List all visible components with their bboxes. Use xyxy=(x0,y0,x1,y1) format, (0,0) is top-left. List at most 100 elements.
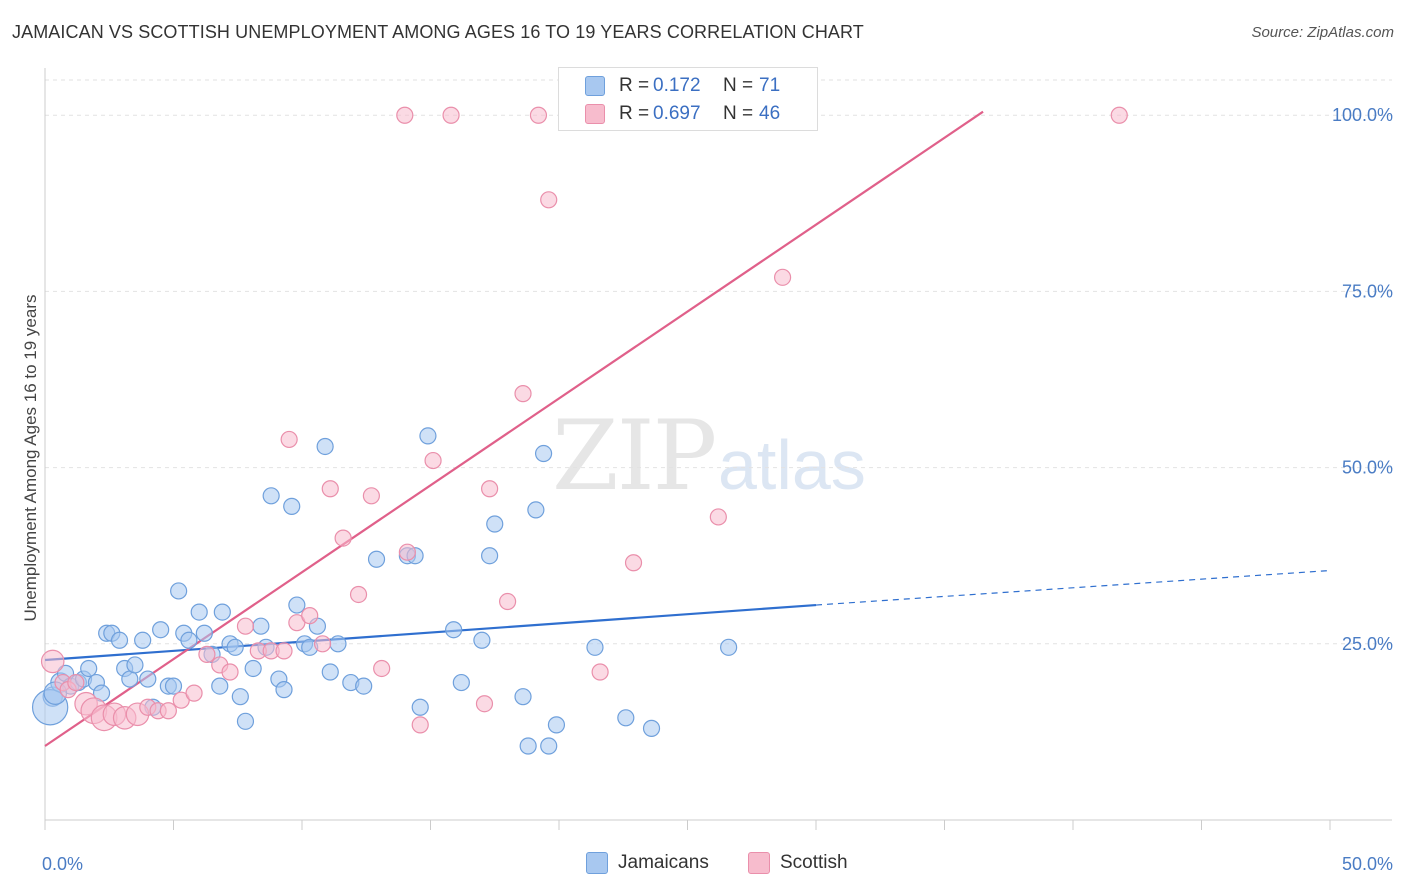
scottish-point xyxy=(1110,106,1128,124)
jamaicans-point xyxy=(411,698,429,716)
scottish-point xyxy=(362,487,380,505)
legend-r-label: R = xyxy=(619,75,650,96)
stats-legend: R = 0.172 N = 71 R = 0.697 N = 46 xyxy=(558,67,818,131)
jamaicans-trendline-extension xyxy=(815,569,1331,606)
jamaicans-point xyxy=(195,624,213,642)
jamaicans-point xyxy=(275,681,293,699)
jamaicans-point xyxy=(244,659,262,678)
scottish-point xyxy=(475,695,494,713)
y-axis-label: Unemployment Among Ages 16 to 19 years xyxy=(21,295,40,622)
scottish-point xyxy=(40,649,65,674)
jamaicans-point xyxy=(452,673,470,692)
y-tick-label: 100.0% xyxy=(1332,105,1393,125)
scottish-point xyxy=(398,543,416,561)
jamaicans-point xyxy=(355,677,373,695)
scottish-point xyxy=(709,508,727,526)
scottish-point xyxy=(349,585,368,604)
bottom-legend-jamaicans: Jamaicans xyxy=(586,852,709,874)
jamaicans-point xyxy=(540,737,558,755)
chart-title: JAMAICAN VS SCOTTISH UNEMPLOYMENT AMONG … xyxy=(12,22,864,42)
legend-r-value: 0.172 xyxy=(653,75,701,96)
jamaicans-point xyxy=(527,501,545,519)
scottish-point xyxy=(275,642,293,660)
legend-row-jamaicans: R = 0.172 N = 71 xyxy=(585,74,780,98)
jamaicans-point xyxy=(164,677,183,695)
jamaicans-point xyxy=(134,631,152,649)
jamaicans-point xyxy=(211,677,229,695)
point-layer xyxy=(31,106,1128,755)
scottish-point xyxy=(301,607,319,625)
jamaicans-point xyxy=(139,670,157,688)
jamaicans-trendline xyxy=(44,603,817,662)
scottish-point xyxy=(481,480,499,498)
scottish-point xyxy=(198,645,216,663)
source-label: Source: ZipAtlas.com xyxy=(1251,24,1394,41)
scottish-point xyxy=(221,663,239,681)
scottish-point xyxy=(540,191,558,209)
jamaicans-point xyxy=(519,737,537,755)
jamaicans-point xyxy=(190,603,208,621)
jamaicans-point xyxy=(226,638,244,656)
scottish-point xyxy=(373,659,391,678)
jamaicans-point xyxy=(445,621,463,639)
y-tick-label: 75.0% xyxy=(1342,281,1393,301)
y-tick-label: 25.0% xyxy=(1342,634,1393,654)
x-tick-label: 0.0% xyxy=(42,854,83,874)
jamaicans-point xyxy=(617,709,635,727)
scottish-point xyxy=(499,592,517,611)
scottish-point xyxy=(185,684,203,702)
legend-swatch-scottish xyxy=(585,104,605,124)
jamaicans-point xyxy=(329,635,347,653)
jamaicans-point xyxy=(316,437,334,456)
jamaicans-point xyxy=(481,547,499,565)
jamaicans-point xyxy=(367,550,386,568)
scottish-swatch xyxy=(748,852,770,874)
legend-row-scottish: R = 0.697 N = 46 xyxy=(585,102,780,126)
jamaicans-point xyxy=(110,631,129,649)
grid-layer xyxy=(45,79,1392,645)
scottish-point xyxy=(321,480,339,498)
jamaicans-point xyxy=(180,631,198,649)
scottish-point xyxy=(424,451,442,470)
jamaicans-point xyxy=(80,659,98,678)
jamaicans-point xyxy=(642,719,661,737)
legend-r-value: 0.697 xyxy=(653,103,701,124)
legend-n-label: N = xyxy=(723,75,754,96)
jamaicans-point xyxy=(486,515,504,533)
jamaicans-point xyxy=(283,497,301,515)
jamaicans-label: Jamaicans xyxy=(618,852,709,873)
bottom-legend-scottish: Scottish xyxy=(748,852,848,874)
jamaicans-point xyxy=(252,617,270,635)
scottish-point xyxy=(67,673,85,692)
label-layer: 25.0% 50.0% 75.0% 100.0% 0.0% 50.0% Unemployme… xyxy=(21,105,1393,874)
scottish-point xyxy=(442,106,460,124)
scottish-point xyxy=(773,268,792,286)
jamaicans-swatch xyxy=(586,852,608,874)
jamaicans-point xyxy=(321,663,339,681)
scottish-point xyxy=(514,385,532,403)
scottish-point xyxy=(624,554,643,572)
jamaicans-point xyxy=(720,638,738,656)
scottish-point xyxy=(159,702,177,720)
jamaicans-point xyxy=(231,688,249,706)
jamaicans-point xyxy=(236,712,255,730)
scottish-point xyxy=(591,663,609,681)
y-tick-label: 50.0% xyxy=(1342,458,1393,478)
scottish-point xyxy=(396,106,414,124)
jamaicans-point xyxy=(586,638,604,656)
legend-n-value: 71 xyxy=(759,75,781,96)
jamaicans-point xyxy=(262,487,280,505)
scottish-point xyxy=(236,617,255,635)
legend-swatch-jamaicans xyxy=(585,76,605,96)
scottish-label: Scottish xyxy=(780,852,848,873)
jamaicans-point xyxy=(213,603,231,621)
scottish-trendline xyxy=(44,110,984,747)
scottish-point xyxy=(334,529,352,547)
jamaicans-point xyxy=(514,688,532,706)
jamaicans-point xyxy=(126,656,144,674)
jamaicans-point xyxy=(547,716,566,734)
jamaicans-point xyxy=(473,631,491,649)
legend-r-label: R = xyxy=(619,103,650,124)
watermark-zip: ZIP xyxy=(552,400,717,512)
